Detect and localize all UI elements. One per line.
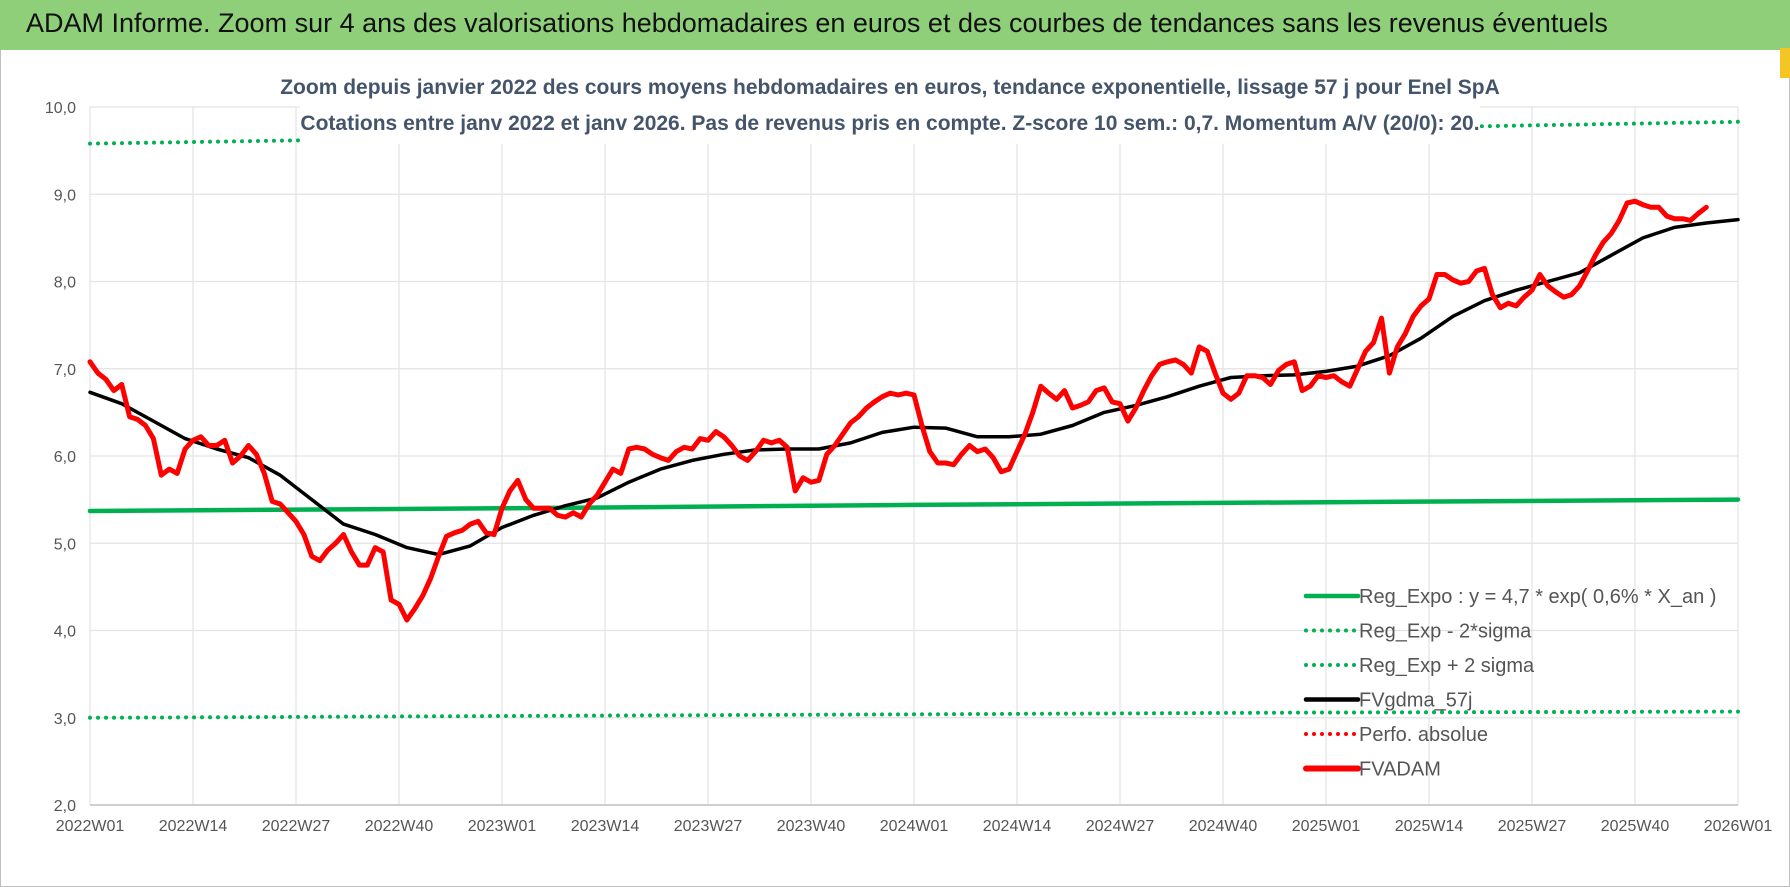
x-tick-label: 2022W14 (159, 818, 228, 835)
x-tick-label: 2025W01 (1292, 818, 1361, 835)
y-tick-label: 2,0 (54, 798, 76, 815)
subtitle-background (300, 70, 1480, 144)
x-tick-label: 2024W40 (1189, 818, 1258, 835)
y-tick-label: 3,0 (54, 711, 76, 728)
x-tick-label: 2026W01 (1704, 818, 1773, 835)
legend: Reg_Expo : y = 4,7 * exp( 0,6% * X_an ) R… (1303, 586, 1716, 781)
y-tick-label: 4,0 (54, 624, 76, 641)
title-banner: ADAM Informe. Zoom sur 4 ans des valoris… (0, 0, 1790, 50)
x-tick-label: 2023W14 (571, 818, 640, 835)
chart-subtitle-line2: Cotations entre janv 2022 et janv 2026. … (300, 112, 1479, 135)
legend-label: FVgdma_57j (1359, 690, 1472, 712)
page-title: ADAM Informe. Zoom sur 4 ans des valoris… (26, 8, 1608, 38)
y-tick-label: 6,0 (54, 449, 76, 466)
series-line-fvadam (87, 198, 1709, 623)
grid (89, 106, 1739, 806)
y-tick-label: 10,0 (45, 100, 76, 117)
y-tick-label: 8,0 (54, 275, 76, 292)
series-line-reg-expo-y-4-7-exp-0-6-x-an (87, 497, 1741, 514)
series-group (87, 119, 1741, 720)
series-line-fvgdma-57j (88, 217, 1740, 557)
x-axis-ticks: 2022W01 2022W14 2022W27 2022W40 2023W01 2023W… (56, 818, 1773, 835)
x-tick-label: 2022W27 (262, 818, 331, 835)
chart-subtitle-line1: Zoom depuis janvier 2022 des cours moyen… (280, 76, 1500, 99)
x-tick-label: 2025W14 (1395, 818, 1464, 835)
y-axis-ticks: 2,0 3,0 4,0 5,0 6,0 7,0 8,0 9,0 10,0 (45, 100, 76, 815)
x-tick-label: 2023W01 (468, 818, 537, 835)
x-tick-label: 2024W27 (1086, 818, 1155, 835)
x-tick-label: 2023W40 (777, 818, 846, 835)
legend-label: Reg_Exp - 2*sigma (1359, 621, 1532, 643)
x-tick-label: 2023W27 (674, 818, 743, 835)
y-tick-label: 7,0 (54, 362, 76, 379)
x-tick-label: 2024W01 (880, 818, 949, 835)
legend-label: FVADAM (1359, 759, 1441, 781)
banner-accent (1780, 48, 1790, 78)
x-tick-label: 2022W01 (56, 818, 125, 835)
legend-label: Perfo. absolue (1359, 724, 1488, 746)
x-tick-label: 2025W27 (1498, 818, 1567, 835)
x-tick-label: 2024W14 (983, 818, 1052, 835)
x-tick-label: 2025W40 (1601, 818, 1670, 835)
legend-label: Reg_Expo : y = 4,7 * exp( 0,6% * X_an ) (1359, 586, 1716, 608)
y-tick-label: 5,0 (54, 536, 76, 553)
x-tick-label: 2022W40 (365, 818, 434, 835)
y-tick-label: 9,0 (54, 187, 76, 204)
legend-label: Reg_Exp + 2 sigma (1359, 655, 1535, 677)
series-line-reg-exp-2-sigma (88, 709, 1740, 720)
